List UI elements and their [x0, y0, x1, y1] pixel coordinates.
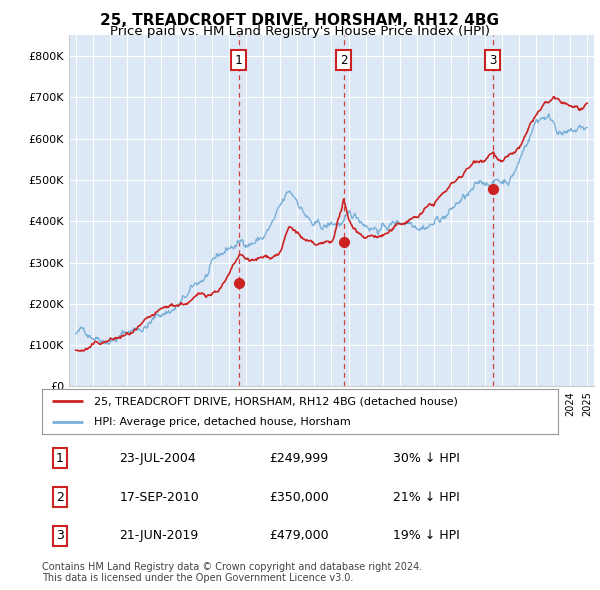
Text: £249,999: £249,999: [269, 452, 328, 465]
Text: 30% ↓ HPI: 30% ↓ HPI: [393, 452, 460, 465]
Text: 3: 3: [56, 529, 64, 542]
Text: Price paid vs. HM Land Registry's House Price Index (HPI): Price paid vs. HM Land Registry's House …: [110, 25, 490, 38]
Text: 21% ↓ HPI: 21% ↓ HPI: [393, 490, 460, 504]
Text: 1: 1: [235, 54, 242, 67]
Text: £479,000: £479,000: [269, 529, 329, 542]
Text: 21-JUN-2019: 21-JUN-2019: [119, 529, 199, 542]
Text: 25, TREADCROFT DRIVE, HORSHAM, RH12 4BG (detached house): 25, TREADCROFT DRIVE, HORSHAM, RH12 4BG …: [94, 396, 457, 407]
Text: 2: 2: [56, 490, 64, 504]
Text: 23-JUL-2004: 23-JUL-2004: [119, 452, 196, 465]
Text: 17-SEP-2010: 17-SEP-2010: [119, 490, 199, 504]
Text: 19% ↓ HPI: 19% ↓ HPI: [393, 529, 460, 542]
Text: £350,000: £350,000: [269, 490, 329, 504]
Text: 2: 2: [340, 54, 347, 67]
Text: 3: 3: [489, 54, 497, 67]
Text: 25, TREADCROFT DRIVE, HORSHAM, RH12 4BG: 25, TREADCROFT DRIVE, HORSHAM, RH12 4BG: [101, 13, 499, 28]
Text: 1: 1: [56, 452, 64, 465]
Text: HPI: Average price, detached house, Horsham: HPI: Average price, detached house, Hors…: [94, 417, 350, 427]
Text: Contains HM Land Registry data © Crown copyright and database right 2024.
This d: Contains HM Land Registry data © Crown c…: [42, 562, 422, 584]
